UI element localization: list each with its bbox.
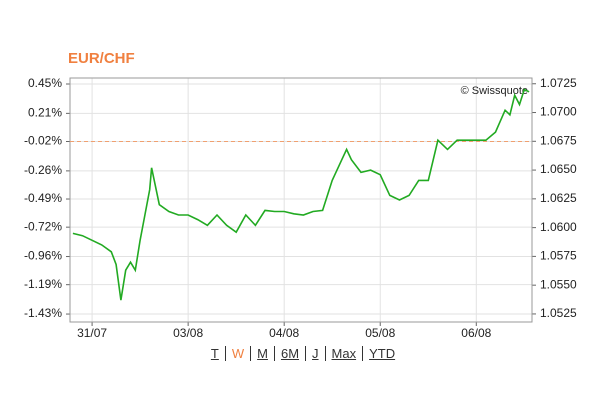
- x-tick-label: 06/08: [461, 326, 491, 340]
- y-tick-label: -1.19%: [24, 277, 62, 291]
- y2-tick-label: 1.0675: [540, 133, 577, 147]
- period-link[interactable]: YTD: [362, 346, 402, 361]
- y-tick-label: -0.26%: [24, 163, 62, 177]
- y2-tick-label: 1.0700: [540, 105, 577, 119]
- x-tick-label: 03/08: [173, 326, 203, 340]
- chart-title: EUR/CHF: [68, 50, 135, 67]
- y-tick-label: -1.43%: [24, 306, 62, 320]
- y2-tick-label: 1.0725: [540, 76, 577, 90]
- y2-tick-label: 1.0650: [540, 162, 577, 176]
- y-tick-label: -0.02%: [24, 134, 62, 148]
- x-tick-label: 04/08: [269, 326, 299, 340]
- y-tick-label: 0.21%: [28, 106, 62, 120]
- x-tick-label: 31/07: [77, 326, 107, 340]
- period-link[interactable]: 6M: [273, 346, 306, 361]
- period-link[interactable]: T: [210, 346, 219, 361]
- y-tick-label: -0.49%: [24, 191, 62, 205]
- period-nav: T W M 6M J Max YTD: [0, 346, 606, 361]
- y2-tick-label: 1.0550: [540, 277, 577, 291]
- watermark: © Swissquote: [461, 85, 528, 97]
- plot-frame: [69, 77, 533, 323]
- period-link[interactable]: Max: [324, 346, 363, 361]
- period-link[interactable]: J: [305, 346, 325, 361]
- chart: EUR/CHF 0.45% 0.21% -0.02% -0.26% -0.49% -0.7…: [24, 50, 577, 340]
- y-tick-label: -0.96%: [24, 249, 62, 263]
- y-tick-label: 0.45%: [28, 76, 62, 90]
- y2-tick-label: 1.0625: [540, 191, 577, 205]
- y-tick-label: -0.72%: [24, 219, 62, 233]
- y2-tick-label: 1.0525: [540, 306, 577, 320]
- price-line: [72, 88, 530, 301]
- y2-tick-label: 1.0575: [540, 249, 577, 263]
- period-link[interactable]: M: [250, 346, 274, 361]
- x-tick-label: 05/08: [365, 326, 395, 340]
- y2-tick-label: 1.0600: [540, 220, 577, 234]
- period-link[interactable]: W: [224, 346, 251, 361]
